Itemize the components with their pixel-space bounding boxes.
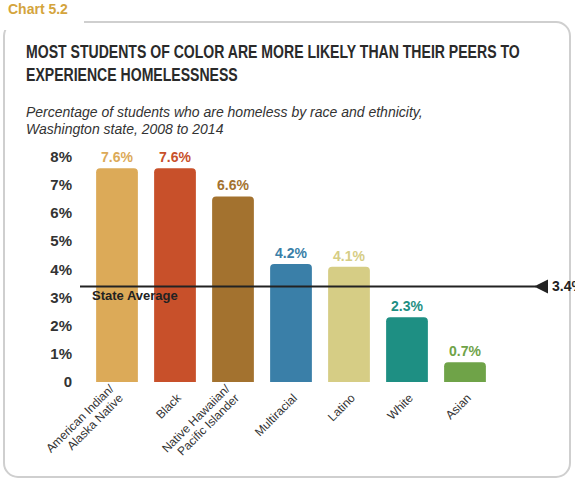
y-tick-label: 1% (50, 345, 72, 362)
figure-label: Chart 5.2 (8, 1, 68, 17)
category-label-group: White (384, 391, 416, 423)
x-tick-label-line: Black (153, 390, 184, 421)
x-tick-label-line: Multiracial (252, 391, 300, 439)
x-tick-label: Asian (443, 391, 474, 422)
state-average-value: 3.4% (552, 278, 575, 294)
bars (96, 168, 486, 382)
y-tick-label: 7% (50, 176, 72, 193)
state-average-line (80, 285, 536, 287)
x-tick-label: Black (153, 390, 184, 421)
data-label: 4.2% (275, 245, 307, 261)
bar (270, 264, 312, 382)
data-label: 4.1% (333, 248, 365, 264)
x-tick-label-line: Asian (443, 391, 474, 422)
bar (154, 168, 196, 382)
bar (96, 168, 138, 382)
bar (386, 317, 428, 382)
data-label: 7.6% (101, 149, 133, 165)
title: MOST STUDENTS OF COLOR ARE MORE LIKELY T… (26, 40, 559, 86)
y-tick-label: 0 (64, 373, 72, 390)
y-tick-label: 3% (50, 289, 72, 306)
y-tick-label: 2% (50, 317, 72, 334)
category-label-group: Asian (443, 391, 474, 422)
bar (328, 267, 370, 382)
category-label-group: American Indian/Alaska Native (43, 381, 126, 464)
data-label: 0.7% (449, 343, 481, 359)
state-average-arrow (534, 279, 548, 293)
data-label: 2.3% (391, 298, 423, 314)
x-tick-label: Latino (325, 391, 358, 424)
y-tick-label: 6% (50, 204, 72, 221)
y-tick-label: 8% (50, 148, 72, 165)
category-label-group: Latino (325, 391, 358, 424)
x-tick-label-line: Alaska Native (64, 391, 126, 453)
data-label: 7.6% (159, 149, 191, 165)
y-tick-label: 4% (50, 261, 72, 278)
subtitle: Percentage of students who are homeless … (26, 104, 476, 138)
category-label-group: Black (153, 390, 184, 421)
y-tick-label: 5% (50, 232, 72, 249)
category-label-group: Native Hawaiian/Pacific Islander (159, 381, 242, 464)
x-tick-label: White (384, 391, 416, 423)
state-average-label: State Average (92, 288, 178, 303)
x-tick-label-line: Latino (325, 391, 358, 424)
x-tick-label-line: Pacific Islander (175, 391, 242, 458)
x-tick-label: Native Hawaiian/Pacific Islander (159, 381, 242, 464)
data-label: 6.6% (217, 177, 249, 193)
bar (444, 362, 486, 382)
x-tick-label: Multiracial (252, 391, 300, 439)
x-tick-label-line: White (384, 391, 416, 423)
frame (4, 22, 570, 477)
x-tick-label: American Indian/Alaska Native (43, 381, 126, 464)
category-label-group: Multiracial (252, 391, 300, 439)
bar (212, 196, 254, 382)
